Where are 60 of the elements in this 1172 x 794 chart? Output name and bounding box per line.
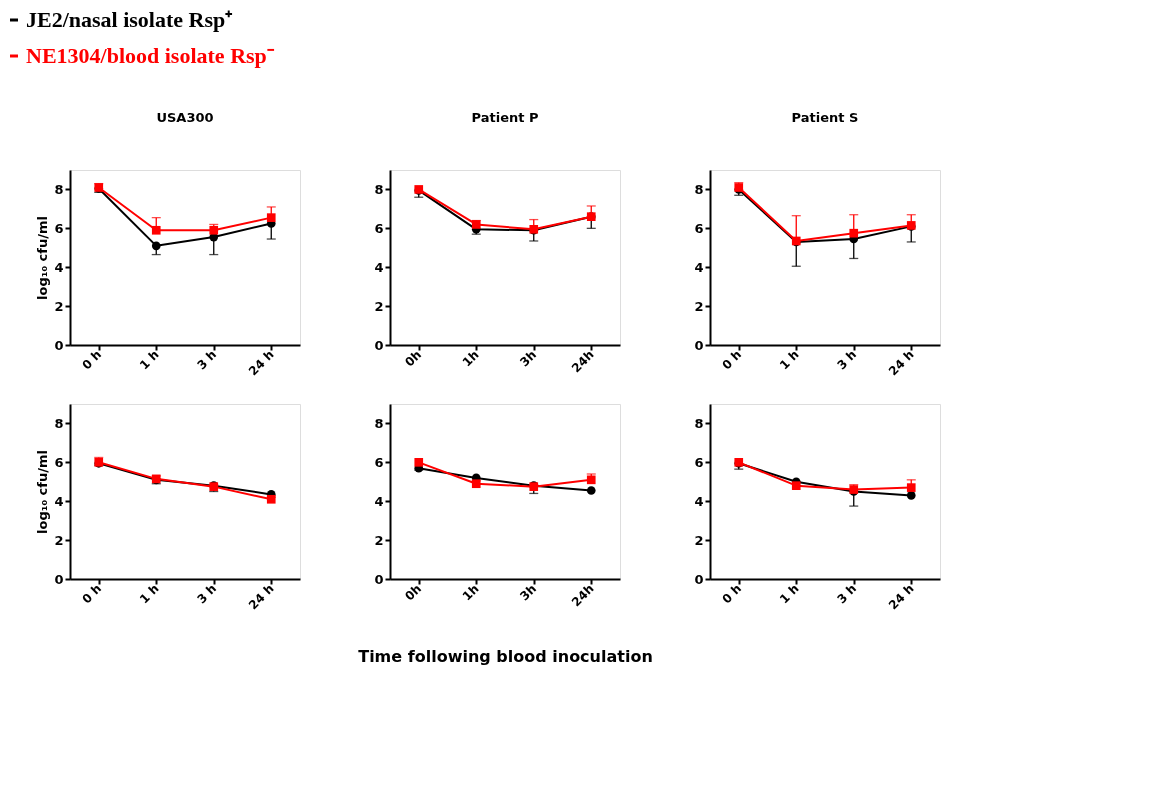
chart-title: Patient P [471,110,539,125]
y-tick-label: 6 [374,220,384,236]
y-tick-label: 4 [374,259,384,275]
y-tick-label: 6 [54,454,64,470]
x-tick-label: 3 h [194,347,220,373]
x-tick-label: 3h [517,581,540,604]
legend-label: NE1304/blood isolate Rsp⁻ [26,43,275,68]
y-tick-label: 2 [374,298,384,314]
y-tick-label: 6 [694,220,704,236]
y-tick-label: 2 [374,532,384,548]
x-tick-label: 1 h [776,347,802,373]
y-axis-title: log₁₀ cfu/ml [35,450,51,534]
y-tick-label: 0 [694,571,704,587]
y-tick-label: 0 [694,337,704,353]
x-tick-label: 0 h [79,581,105,607]
x-tick-label: 0h [402,347,425,370]
chart-title: Patient S [791,110,859,125]
y-tick-label: 8 [694,415,704,431]
y-tick-label: 8 [374,181,384,197]
y-tick-label: 2 [694,532,704,548]
y-tick-label: 4 [54,259,64,275]
x-tick-label: 24 h [886,347,917,379]
y-tick-label: 4 [54,493,64,509]
x-tick-label: 0 h [719,581,745,607]
y-tick-label: 2 [54,298,64,314]
x-tick-label: 3 h [834,347,860,373]
y-tick-label: 4 [374,493,384,509]
x-tick-label: 0h [402,581,425,604]
y-tick-label: 8 [374,415,384,431]
y-tick-label: 6 [54,220,64,236]
x-tick-label: 1 h [136,581,162,607]
y-tick-label: 0 [374,571,384,587]
x-tick-label: 3 h [194,581,220,607]
x-tick-label: 24 h [886,581,917,613]
y-tick-label: 0 [54,337,64,353]
x-tick-label: 0 h [719,347,745,373]
x-axis-title: Time following blood inoculation [358,646,653,666]
chart-title: USA300 [156,110,214,125]
y-tick-label: 6 [374,454,384,470]
x-tick-label: 24 h [246,347,277,379]
y-tick-label: 8 [54,415,64,431]
y-tick-label: 0 [374,337,384,353]
legend-label: JE2/nasal isolate Rsp⁺ [26,7,234,32]
x-tick-label: 1 h [776,581,802,607]
y-tick-label: 4 [694,259,704,275]
y-tick-label: 2 [54,532,64,548]
x-tick-label: 1h [459,581,482,604]
x-tick-label: 3 h [834,581,860,607]
x-tick-label: 24 h [246,581,277,613]
y-tick-label: 8 [694,181,704,197]
y-axis-title: log₁₀ cfu/ml [35,216,51,300]
y-tick-label: 8 [54,181,64,197]
x-tick-label: 1 h [136,347,162,373]
y-tick-label: 2 [694,298,704,314]
y-tick-label: 4 [694,493,704,509]
x-tick-label: 3h [517,347,540,370]
y-tick-label: 6 [694,454,704,470]
y-tick-label: 0 [54,571,64,587]
x-tick-label: 1h [459,347,482,370]
x-tick-label: 0 h [79,347,105,373]
